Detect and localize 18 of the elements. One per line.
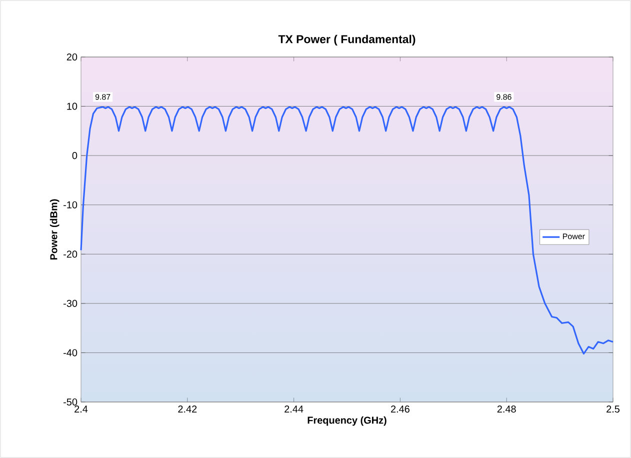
x-tick-label: 2.4 (74, 406, 88, 412)
y-tick-label: 10 (67, 102, 78, 110)
x-tick-label: 2.46 (391, 406, 410, 413)
x-tick-label: 2.48 (497, 406, 516, 413)
y-tick-label: -10 (64, 201, 78, 208)
x-axis-title: Frequency (GHz) (308, 416, 386, 426)
y-tick-label: 20 (66, 53, 78, 61)
y-tick-label: -50 (64, 398, 78, 406)
x-tick-label: 2.42 (178, 406, 197, 412)
y-tick-label: -40 (64, 349, 78, 356)
y-axis-title: Power (dBm) (50, 199, 60, 260)
y-tick-label: -30 (64, 300, 78, 307)
y-tick-label: 0 (72, 152, 78, 160)
line-series (80, 106, 614, 354)
chart-title: TX Power ( Fundamental) (278, 34, 416, 46)
x-tick-label: 2.5 (606, 406, 620, 413)
y-tick-label: -20 (64, 250, 78, 258)
x-tick-label: 2.44 (284, 406, 304, 412)
